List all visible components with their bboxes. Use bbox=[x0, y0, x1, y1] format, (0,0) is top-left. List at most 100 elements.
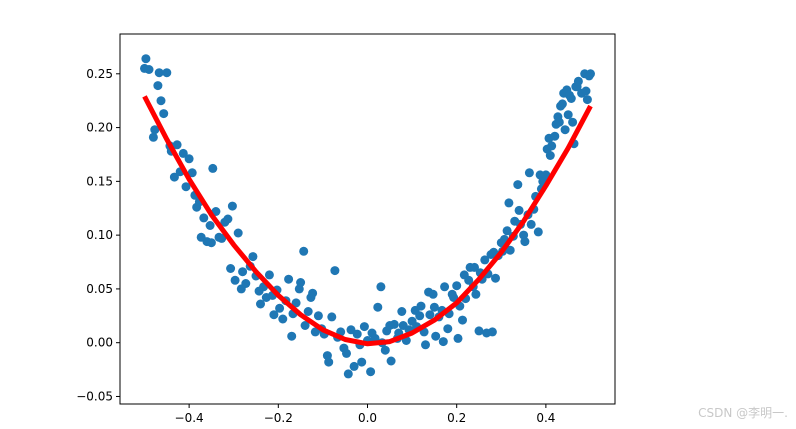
scatter-point bbox=[429, 302, 439, 312]
scatter-point bbox=[471, 289, 481, 299]
scatter-point bbox=[199, 213, 209, 223]
scatter-point bbox=[557, 99, 567, 109]
scatter-point bbox=[300, 321, 310, 330]
scatter-point bbox=[431, 331, 441, 341]
scatter-point bbox=[547, 141, 557, 151]
scatter-point bbox=[452, 281, 462, 291]
watermark: CSDN @李明一. bbox=[698, 406, 788, 420]
scatter-point bbox=[443, 324, 453, 334]
scatter-point bbox=[514, 205, 524, 215]
scatter-point bbox=[464, 275, 474, 285]
scatter-point bbox=[296, 278, 306, 287]
scatter-point bbox=[178, 148, 188, 158]
scatter-point bbox=[438, 337, 448, 347]
x-tick-label: −0.2 bbox=[264, 411, 293, 425]
scatter-point bbox=[256, 299, 265, 309]
scatter-point bbox=[380, 345, 390, 355]
scatter-point bbox=[287, 331, 297, 341]
scatter-point bbox=[241, 279, 251, 288]
scatter-point bbox=[230, 275, 240, 285]
scatter-point bbox=[144, 65, 154, 74]
scatter-point bbox=[373, 302, 383, 312]
x-tick-label: 0.2 bbox=[447, 411, 466, 425]
scatter-point bbox=[269, 310, 279, 320]
scatter-point bbox=[397, 307, 407, 316]
scatter-point bbox=[526, 219, 536, 229]
scatter-point bbox=[327, 312, 337, 322]
scatter-point bbox=[205, 221, 215, 230]
scatter-point bbox=[581, 86, 591, 96]
scatter-point bbox=[449, 293, 459, 302]
scatter-point bbox=[520, 237, 530, 247]
scatter-point bbox=[458, 315, 467, 325]
scatter-point bbox=[184, 154, 194, 164]
scatter-point bbox=[504, 198, 514, 208]
scatter-point bbox=[563, 110, 573, 120]
scatter-point bbox=[505, 245, 515, 255]
scatter-point bbox=[566, 94, 576, 103]
scatter-point bbox=[227, 201, 237, 211]
scatter-point bbox=[248, 252, 258, 262]
scatter-point bbox=[474, 326, 484, 336]
scatter-point bbox=[545, 151, 555, 160]
scatter-point bbox=[582, 95, 592, 105]
x-axis: −0.4 −0.2 0.0 0.2 0.4 bbox=[175, 404, 555, 425]
scatter-point bbox=[208, 163, 218, 173]
scatter-point bbox=[359, 322, 369, 332]
scatter-point bbox=[586, 69, 595, 79]
scatter-point bbox=[349, 361, 359, 371]
scatter-point bbox=[376, 282, 386, 292]
scatter-point bbox=[560, 125, 570, 135]
y-tick-label: 0.10 bbox=[86, 228, 113, 242]
scatter-point bbox=[278, 314, 288, 324]
scatter-point bbox=[275, 303, 285, 313]
scatter-point bbox=[386, 356, 396, 366]
scatter-point bbox=[352, 329, 362, 339]
y-tick-label: −0.05 bbox=[76, 389, 113, 403]
scatter-point bbox=[162, 68, 172, 78]
scatter-point bbox=[206, 238, 216, 248]
scatter-point bbox=[343, 369, 353, 379]
y-tick-label: 0.25 bbox=[86, 67, 113, 81]
scatter-point bbox=[324, 357, 334, 367]
x-tick-label: 0.0 bbox=[358, 411, 377, 425]
scatter-point bbox=[389, 319, 399, 329]
scatter-point bbox=[226, 264, 236, 273]
scatter-point bbox=[524, 168, 534, 178]
scatter-point bbox=[264, 270, 274, 280]
scatter-point bbox=[453, 333, 463, 343]
scatter-point bbox=[148, 132, 158, 142]
x-tick-label: 0.4 bbox=[536, 411, 555, 425]
scatter-point bbox=[150, 125, 160, 135]
scatter-point bbox=[308, 288, 318, 298]
scatter-point bbox=[550, 131, 560, 141]
scatter-point bbox=[554, 117, 564, 127]
scatter-point bbox=[487, 327, 497, 337]
scatter-point bbox=[181, 182, 191, 192]
scatter-point bbox=[154, 68, 164, 78]
scatter-point bbox=[470, 262, 479, 272]
scatter-point bbox=[415, 311, 425, 321]
scatter-point bbox=[573, 76, 583, 86]
scatter-point bbox=[366, 367, 376, 377]
scatter-point bbox=[330, 266, 340, 276]
scatter-point bbox=[141, 54, 151, 64]
scatter-point bbox=[299, 246, 309, 256]
scatter-point bbox=[284, 274, 294, 284]
y-tick-label: 0.00 bbox=[86, 336, 113, 350]
scatter-point bbox=[159, 109, 169, 119]
scatter-point bbox=[425, 310, 435, 320]
y-tick-label: 0.20 bbox=[86, 121, 113, 135]
y-tick-label: 0.05 bbox=[86, 282, 113, 296]
scatter-point bbox=[357, 357, 367, 367]
scatter-point bbox=[153, 81, 163, 91]
x-tick-label: −0.4 bbox=[175, 411, 204, 425]
scatter-point bbox=[233, 228, 243, 238]
scatter-point bbox=[303, 307, 313, 316]
scatter-point bbox=[156, 96, 166, 106]
scatter-point bbox=[238, 267, 248, 277]
scatter-point bbox=[513, 180, 523, 190]
y-axis: −0.05 0.00 0.05 0.10 0.15 0.20 0.25 bbox=[76, 67, 120, 403]
scatter-point bbox=[421, 340, 430, 350]
